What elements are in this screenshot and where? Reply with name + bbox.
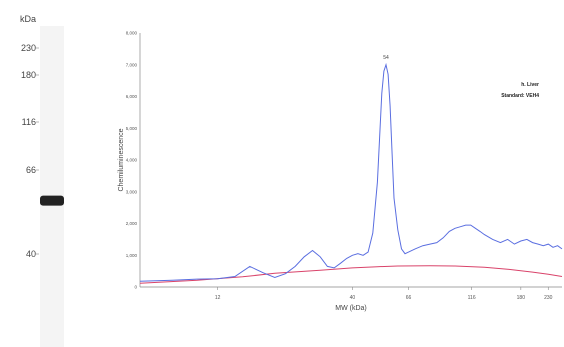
y-axis-label: Chemiluminescence: [118, 128, 125, 191]
marker-group: 230 180 116 66 40: [21, 43, 39, 259]
legend: h. Liver Standard: VEH4: [501, 82, 539, 99]
marker-label-66: 66: [26, 165, 36, 175]
y-tick-label: 2,000: [126, 221, 138, 226]
y-tick-group: 0 1,000 2,000 3,000 4,000 5,000 6,000 7,000 8,00…: [126, 31, 138, 290]
y-tick-label: 0: [134, 285, 137, 290]
kda-unit-label: kDa: [20, 14, 36, 24]
y-tick-label: 8,000: [126, 31, 138, 36]
x-axis-label: MW (kDa): [335, 305, 367, 312]
legend-entry-sample: h. Liver: [521, 82, 539, 88]
x-tick-label: 180: [517, 295, 526, 301]
legend-entry-standard: Standard: VEH4: [501, 93, 539, 99]
signal-series-line: [139, 62, 563, 282]
y-tick-label: 6,000: [126, 94, 138, 99]
gel-lane-panel: kDa 230 180 116 66 40: [20, 14, 64, 347]
x-tick-label: 12: [215, 295, 221, 301]
marker-label-230: 230: [21, 43, 36, 53]
peak-label: 54: [383, 55, 389, 61]
x-tick-group: 12 40 66 116 180 230: [215, 287, 553, 301]
y-tick-label: 1,000: [126, 253, 138, 258]
plot-frame: [139, 33, 562, 288]
electropherogram-chart: 0 1,000 2,000 3,000 4,000 5,000 6,000 7,000 8,00…: [118, 31, 563, 312]
protein-band: [40, 195, 64, 206]
y-tick-label: 4,000: [126, 158, 138, 163]
x-tick-label: 116: [468, 295, 476, 301]
marker-label-40: 40: [26, 249, 36, 259]
marker-label-180: 180: [21, 70, 36, 80]
x-tick-label: 66: [406, 295, 412, 301]
x-tick-label: 40: [350, 295, 356, 301]
gel-lane: [40, 26, 64, 347]
y-tick-label: 5,000: [126, 126, 138, 131]
baseline-series-line: [139, 265, 563, 284]
marker-label-116: 116: [22, 117, 36, 127]
x-tick-label: 230: [544, 295, 553, 301]
y-tick-label: 7,000: [126, 62, 138, 67]
y-tick-label: 3,000: [126, 189, 138, 194]
